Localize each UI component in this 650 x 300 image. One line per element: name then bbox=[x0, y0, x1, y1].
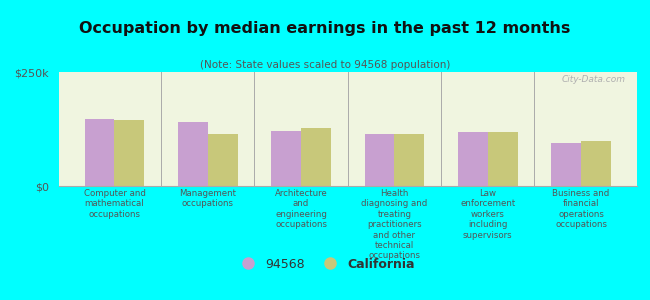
Text: Management
occupations: Management occupations bbox=[179, 189, 237, 208]
Text: Law
enforcement
workers
including
supervisors: Law enforcement workers including superv… bbox=[460, 189, 515, 240]
Text: Occupation by median earnings in the past 12 months: Occupation by median earnings in the pas… bbox=[79, 21, 571, 36]
Bar bbox=[488, 132, 517, 186]
Bar bbox=[581, 141, 611, 186]
Text: Computer and
mathematical
occupations: Computer and mathematical occupations bbox=[84, 189, 146, 219]
Bar bbox=[365, 134, 395, 186]
Text: (Note: State values scaled to 94568 population): (Note: State values scaled to 94568 popu… bbox=[200, 60, 450, 70]
Text: City-Data.com: City-Data.com bbox=[562, 75, 625, 84]
Text: Business and
financial
operations
occupations: Business and financial operations occupa… bbox=[552, 189, 610, 229]
Bar bbox=[301, 128, 331, 186]
Legend: 94568, California: 94568, California bbox=[230, 253, 420, 276]
Bar bbox=[395, 134, 424, 186]
Bar bbox=[84, 118, 114, 186]
Bar bbox=[271, 131, 301, 186]
Bar bbox=[208, 134, 238, 186]
Bar bbox=[551, 143, 581, 186]
Bar bbox=[178, 122, 208, 186]
Bar bbox=[114, 120, 144, 186]
Text: Health
diagnosing and
treating
practitioners
and other
technical
occupations: Health diagnosing and treating practitio… bbox=[361, 189, 428, 260]
Bar bbox=[458, 132, 488, 186]
Text: Architecture
and
engineering
occupations: Architecture and engineering occupations bbox=[275, 189, 328, 229]
